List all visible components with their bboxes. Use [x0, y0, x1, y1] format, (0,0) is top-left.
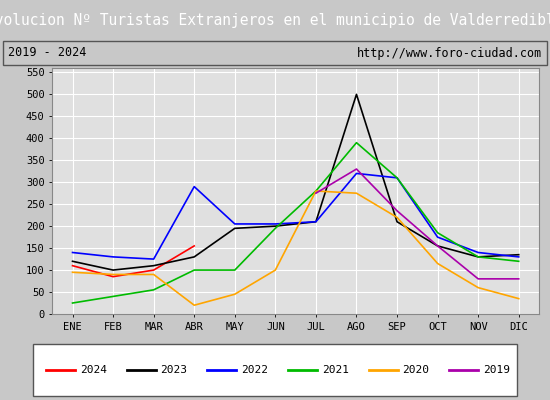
Text: http://www.foro-ciudad.com: http://www.foro-ciudad.com: [356, 46, 542, 60]
Text: 2019: 2019: [483, 365, 510, 375]
Text: 2024: 2024: [80, 365, 107, 375]
Text: 2019 - 2024: 2019 - 2024: [8, 46, 87, 60]
Text: Evolucion Nº Turistas Extranjeros en el municipio de Valderredible: Evolucion Nº Turistas Extranjeros en el …: [0, 14, 550, 28]
Text: 2020: 2020: [403, 365, 430, 375]
Text: 2023: 2023: [161, 365, 188, 375]
Text: 2021: 2021: [322, 365, 349, 375]
Text: 2022: 2022: [241, 365, 268, 375]
